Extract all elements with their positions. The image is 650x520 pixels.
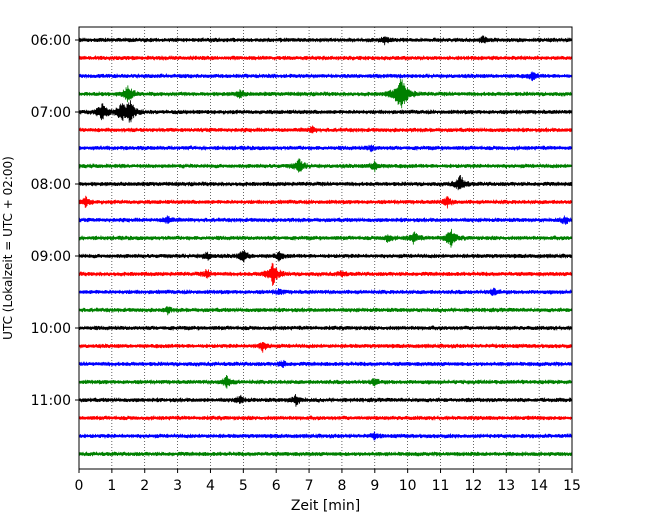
trace-line: [78, 374, 573, 389]
trace-line: [78, 287, 573, 296]
trace-line: [78, 55, 573, 61]
x-tick-label: 7: [305, 478, 314, 494]
trace-line: [78, 78, 573, 109]
trace-line: [78, 100, 573, 123]
x-tick-label: 15: [563, 478, 581, 494]
x-tick-label: 4: [206, 478, 215, 494]
trace-line: [78, 215, 573, 225]
y-axis-label: UTC (Lokalzeit = UTC + 02:00): [1, 156, 15, 340]
x-tick-label: 12: [464, 478, 482, 494]
x-tick-label: 10: [399, 478, 417, 494]
x-axis: 0 1 2 3 4 5 6 7 8 9 10 11 12 13 14 15: [75, 469, 581, 494]
trace-line: [78, 158, 573, 173]
x-tick-label: 3: [173, 478, 182, 494]
trace-line: [78, 71, 573, 82]
traces-group: [78, 35, 573, 457]
x-axis-label: Zeit [min]: [291, 498, 360, 514]
trace-line: [78, 451, 573, 457]
trace-line: [78, 431, 573, 441]
x-tick-label: 2: [140, 478, 149, 494]
x-tick-label: 8: [337, 478, 346, 494]
trace-line: [78, 125, 573, 134]
plot-frame: [78, 26, 573, 470]
plot-area-background: [79, 27, 572, 469]
x-tick-label: 0: [75, 478, 84, 494]
trace-line: [78, 415, 573, 421]
y-tick-label: 07:00: [31, 105, 71, 121]
x-tick-label: 11: [432, 478, 450, 494]
x-tick-label: 9: [370, 478, 379, 494]
x-tick-label: 5: [239, 478, 248, 494]
trace-line: [78, 325, 573, 331]
trace-line: [78, 342, 573, 353]
trace-line: [78, 35, 573, 46]
x-tick-label: 1: [107, 478, 116, 494]
y-tick-label: 10:00: [31, 321, 71, 337]
trace-line: [78, 174, 573, 191]
trace-line: [78, 250, 573, 263]
x-tick-label: 14: [530, 478, 548, 494]
x-tick-label: 13: [497, 478, 515, 494]
trace-line: [78, 359, 573, 369]
y-axis: 06:00 07:00 08:00 09:00 10:00 11:00: [31, 33, 79, 409]
trace-line: [78, 228, 573, 248]
y-tick-label: 11:00: [31, 393, 71, 409]
x-tick-label: 6: [272, 478, 281, 494]
y-tick-label: 06:00: [31, 33, 71, 49]
trace-line: [78, 262, 573, 286]
trace-line: [78, 306, 573, 316]
trace-line: [78, 144, 573, 153]
trace-line: [78, 394, 573, 407]
y-tick-label: 08:00: [31, 177, 71, 193]
y-tick-label: 09:00: [31, 249, 71, 265]
trace-line: [78, 195, 573, 209]
